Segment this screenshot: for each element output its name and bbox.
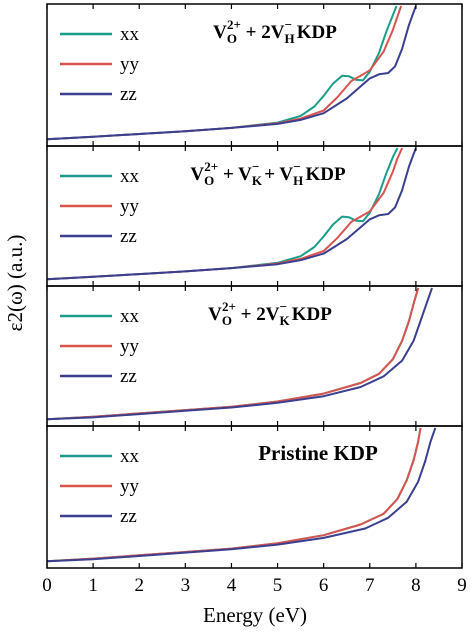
panel-2: xx yy zz VO2+ + VK− + VH− KDP <box>46 145 463 287</box>
series-line-zz <box>47 147 417 281</box>
x-tick-label: 4 <box>227 575 237 596</box>
legend-label-zz: zz <box>120 84 137 105</box>
x-tick-label: 6 <box>319 575 329 596</box>
chart-panels: xx yy zz VO2+ + 2VH− KDP xx yy zz VO2+ + VK− + … <box>46 3 463 569</box>
x-axis: 0 1 2 3 4 5 6 7 8 9 <box>42 575 467 596</box>
x-tick-label: 8 <box>411 575 421 596</box>
x-tick-label: 1 <box>88 575 98 596</box>
legend-label-yy: yy <box>120 54 140 75</box>
x-tick-label: 9 <box>457 575 467 596</box>
legend-label-zz: zz <box>120 226 137 247</box>
x-tick-label: 2 <box>134 575 144 596</box>
legend-label-xx: xx <box>120 24 140 45</box>
y-axis-title: ε2(ω) (a.u.) <box>3 235 27 332</box>
legend: xx yy zz <box>60 446 140 527</box>
x-tick-label: 7 <box>365 575 375 596</box>
panel-series <box>47 147 417 281</box>
panel-title: Pristine KDP <box>258 441 378 465</box>
series-line-zz <box>47 427 437 563</box>
panel-series <box>47 427 437 563</box>
legend: xx yy zz <box>60 166 140 247</box>
panel-series <box>47 287 433 421</box>
panel-frame <box>46 425 463 569</box>
panel-3: xx yy zz VO2+ + 2VK− KDP <box>46 285 463 427</box>
panel-1: xx yy zz VO2+ + 2VH− KDP <box>46 3 463 147</box>
legend-label-yy: yy <box>120 336 140 357</box>
legend-label-yy: yy <box>120 476 140 497</box>
panel-4: xx yy zz Pristine KDP <box>46 425 463 569</box>
series-line-zz <box>47 5 417 141</box>
legend-label-xx: xx <box>120 446 140 467</box>
x-tick-label: 3 <box>181 575 191 596</box>
series-line-zz <box>47 287 433 421</box>
legend-label-zz: zz <box>120 366 137 387</box>
panel-series <box>47 5 417 141</box>
legend: xx yy zz <box>60 24 140 105</box>
x-tick-label: 5 <box>273 575 283 596</box>
legend-label-xx: xx <box>120 166 140 187</box>
panel-title: VO2+ + 2VH− KDP <box>213 17 337 46</box>
legend-label-xx: xx <box>120 306 140 327</box>
x-axis-title: Energy (eV) <box>203 603 307 627</box>
legend: xx yy zz <box>60 306 140 387</box>
panel-title: VO2+ + VK− + VH− KDP <box>190 159 346 188</box>
panel-title: VO2+ + 2VK− KDP <box>208 299 332 328</box>
x-tick-label: 0 <box>42 575 52 596</box>
legend-label-zz: zz <box>120 506 137 527</box>
legend-label-yy: yy <box>120 196 140 217</box>
